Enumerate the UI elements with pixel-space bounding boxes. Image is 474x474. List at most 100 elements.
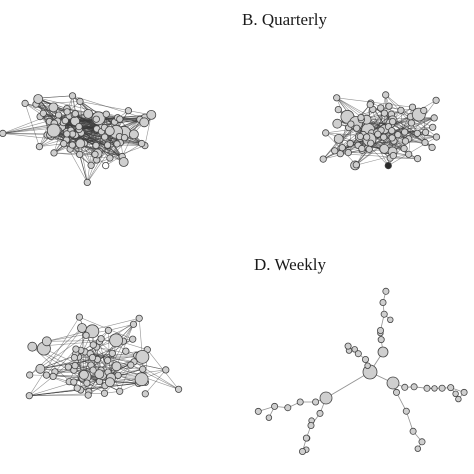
panel-a-edge bbox=[47, 134, 142, 144]
panel-b-node bbox=[332, 118, 343, 129]
panel-d-edge bbox=[405, 411, 414, 432]
panel-c bbox=[25, 313, 183, 400]
panel-c-node bbox=[88, 353, 97, 362]
panel-d-node bbox=[312, 398, 320, 406]
panel-b-title: B. Quarterly bbox=[242, 10, 327, 29]
panel-d-node bbox=[382, 287, 390, 295]
panel-c-node bbox=[162, 366, 170, 374]
panel-a-node bbox=[68, 141, 76, 149]
panel-d-node bbox=[377, 346, 389, 358]
panel-d-node bbox=[254, 407, 262, 415]
panel-b-node bbox=[421, 138, 429, 147]
panel-a-node bbox=[48, 102, 59, 113]
panel-b-node bbox=[379, 143, 390, 154]
panel-a-node bbox=[60, 140, 68, 148]
panel-b-node bbox=[413, 129, 421, 137]
panel-c-edge bbox=[46, 327, 83, 376]
panel-b-edge bbox=[322, 104, 371, 160]
panel-a-node bbox=[102, 162, 110, 170]
panel-b-node bbox=[413, 155, 422, 163]
panel-b-node bbox=[367, 139, 375, 147]
panel-a-node bbox=[0, 129, 7, 137]
panel-c-node bbox=[84, 391, 92, 399]
panel-c-node bbox=[129, 335, 137, 343]
panel-d-nodes bbox=[254, 287, 468, 455]
panel-d-node bbox=[265, 414, 273, 421]
panel-d-node bbox=[319, 391, 333, 405]
panel-b-node bbox=[388, 134, 396, 142]
panel-d-node bbox=[460, 388, 468, 396]
panel-b-node bbox=[377, 104, 385, 112]
panel-c-edge bbox=[130, 364, 179, 390]
panel-d-edges bbox=[258, 291, 465, 452]
panel-a-edge bbox=[38, 95, 73, 99]
panel-a-edge bbox=[24, 103, 40, 147]
panel-c-node bbox=[73, 384, 81, 392]
panel-a-node bbox=[92, 141, 100, 149]
panel-a-node bbox=[92, 115, 100, 123]
panel-d-node bbox=[377, 336, 385, 344]
panel-b-node bbox=[333, 133, 344, 144]
panel-a-node bbox=[76, 150, 84, 158]
panel-c-node bbox=[70, 353, 79, 362]
panel-d-node bbox=[455, 395, 462, 403]
panel-c-node bbox=[105, 377, 115, 388]
panel-c-edge bbox=[145, 369, 167, 394]
panel-b-node bbox=[322, 129, 330, 137]
panel-a-node bbox=[101, 133, 109, 141]
panel-c-node bbox=[64, 363, 72, 371]
panel-b-node bbox=[344, 149, 352, 157]
panel-b-edge bbox=[370, 104, 433, 148]
panel-c-node bbox=[89, 366, 97, 374]
panel-d-node bbox=[392, 388, 400, 396]
panel-b-node bbox=[401, 128, 409, 136]
panel-b-node bbox=[429, 123, 437, 131]
panel-a-node bbox=[106, 154, 114, 162]
panel-d-node bbox=[284, 404, 292, 412]
panel-b-node bbox=[358, 144, 366, 153]
panel-a-node bbox=[54, 111, 63, 119]
panel-a-node bbox=[35, 143, 44, 151]
panel-a-node bbox=[113, 140, 121, 148]
panel-a-node bbox=[71, 110, 79, 118]
panel-c-node bbox=[35, 363, 46, 374]
panel-a-node bbox=[102, 110, 110, 118]
panel-c-node bbox=[175, 385, 183, 393]
panel-a-edge bbox=[38, 97, 67, 140]
panel-b-node bbox=[380, 133, 388, 141]
panel-a-edge bbox=[144, 114, 152, 146]
panel-d-node bbox=[402, 407, 410, 415]
panel-a-node bbox=[146, 110, 157, 120]
panel-c-node bbox=[49, 372, 57, 380]
panel-a-node bbox=[118, 157, 129, 167]
panel-a-node bbox=[75, 123, 83, 131]
panel-d-node bbox=[410, 383, 418, 391]
panel-a-node bbox=[87, 161, 95, 169]
panel-c-node bbox=[108, 349, 116, 357]
panel-a-node bbox=[124, 107, 132, 115]
panel-b-node bbox=[389, 118, 397, 126]
panel-c-node bbox=[97, 335, 105, 343]
panel-d-node bbox=[423, 384, 431, 392]
panel-c-node bbox=[129, 320, 138, 328]
panel-a-node bbox=[75, 138, 86, 149]
panel-b-node bbox=[374, 130, 382, 138]
panel-a-node bbox=[68, 92, 77, 100]
panel-b-node bbox=[397, 106, 405, 114]
panel-b-node bbox=[346, 139, 354, 148]
panel-b-node bbox=[347, 120, 355, 128]
panel-d-title: D. Weekly bbox=[254, 255, 326, 274]
panel-c-node bbox=[75, 313, 84, 321]
panel-b-node bbox=[366, 101, 374, 109]
panel-b-node bbox=[432, 133, 441, 141]
panel-a-edge bbox=[72, 95, 146, 119]
panel-b-node bbox=[428, 143, 436, 151]
panel-c-edge bbox=[46, 340, 117, 342]
panel-c-node bbox=[70, 378, 78, 386]
panel-c-node bbox=[83, 379, 91, 387]
panel-d-node bbox=[452, 390, 459, 397]
panel-d-node bbox=[387, 316, 394, 323]
panel-c-node bbox=[72, 345, 80, 353]
panel-a-node bbox=[46, 123, 61, 138]
panel-b-node bbox=[394, 131, 402, 139]
